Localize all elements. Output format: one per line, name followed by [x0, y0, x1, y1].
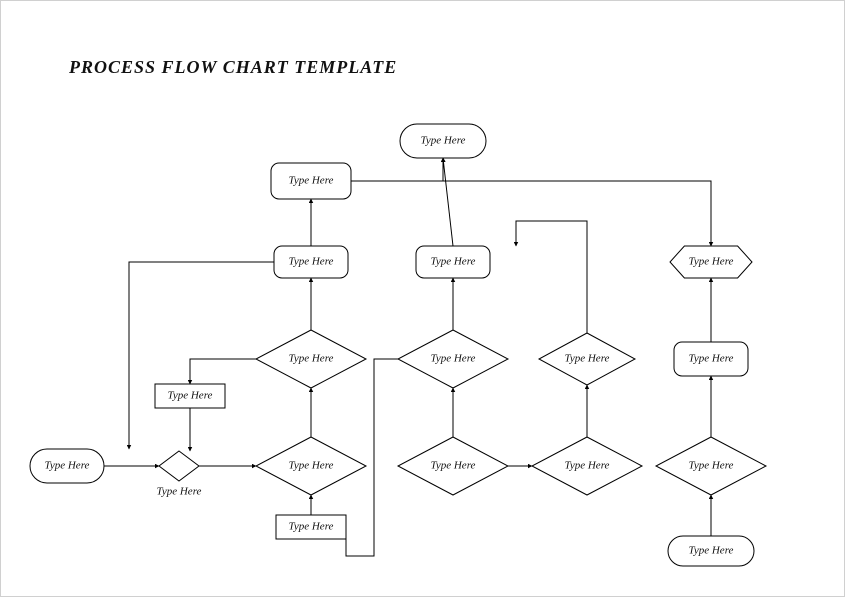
node-label: Type Here — [689, 460, 734, 472]
node-label: Type Here — [431, 256, 476, 268]
node-label: Type Here — [289, 256, 334, 268]
flowchart-canvas: Type Here Type Here Type Here Type Here Type… — [1, 1, 845, 598]
node-label: Type Here — [289, 460, 334, 472]
page-title: PROCESS FLOW CHART TEMPLATE — [69, 57, 397, 78]
node-label: Type Here — [168, 390, 213, 402]
node-label: Type Here — [289, 175, 334, 187]
edge — [129, 262, 274, 449]
node-n_rect_below: Type Here — [276, 515, 346, 539]
node-n_hex: Type Here — [670, 246, 752, 278]
node-label: Type Here — [289, 521, 334, 533]
node-label: Type Here — [431, 460, 476, 472]
node-label: Type Here — [689, 256, 734, 268]
node-n_term_left: Type Here — [30, 449, 104, 483]
node-label: Type Here — [565, 353, 610, 365]
node-n_dec_c: Type Here — [539, 333, 635, 385]
node-label: Type Here — [565, 460, 610, 472]
edge — [443, 158, 453, 246]
flowchart-page: PROCESS FLOW CHART TEMPLATE Type HereTyp… — [0, 0, 845, 597]
node-n_proc_mid: Type Here — [274, 246, 348, 278]
node-label: Type Here — [689, 353, 734, 365]
node-n_dec_a: Type Here — [256, 330, 366, 388]
node-n_term_br: Type Here — [668, 536, 754, 566]
node-label: Type Here — [289, 353, 334, 365]
edge — [351, 158, 443, 181]
edge — [516, 221, 587, 333]
node-n_proc_c2: Type Here — [416, 246, 490, 278]
node-label: Type Here — [421, 135, 466, 147]
node-n_title_term: Type Here — [400, 124, 486, 158]
node-n_dec_b: Type Here — [398, 330, 508, 388]
node-n_dec_d: Type Here — [256, 437, 366, 495]
node-n_proc_top: Type Here — [271, 163, 351, 199]
node-n_dia_small: Type Here — [157, 451, 202, 498]
edge — [346, 359, 398, 556]
node-n_proc_right: Type Here — [674, 342, 748, 376]
node-label: Type Here — [45, 460, 90, 472]
node-n_dec_e: Type Here — [398, 437, 508, 495]
node-n_dec_f: Type Here — [532, 437, 642, 495]
node-label: Type Here — [689, 545, 734, 557]
node-n_rect_small: Type Here — [155, 384, 225, 408]
node-label: Type Here — [431, 353, 476, 365]
node-n_dec_g: Type Here — [656, 437, 766, 495]
edge — [190, 359, 256, 384]
edge — [351, 181, 711, 246]
node-label: Type Here — [157, 486, 202, 498]
